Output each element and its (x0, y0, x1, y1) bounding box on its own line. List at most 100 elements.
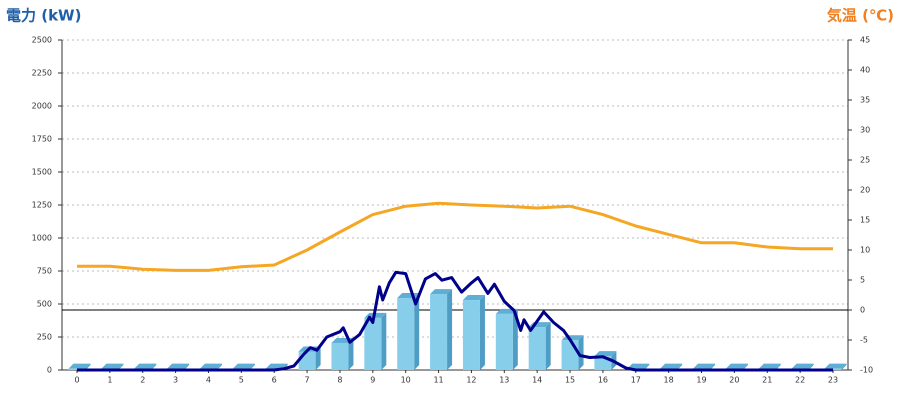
line (77, 201, 833, 272)
bar-side (447, 289, 453, 370)
y2-tick-label: 0 (860, 306, 865, 315)
bar-side (249, 363, 255, 370)
bar-top (791, 363, 814, 369)
bar-top (430, 289, 453, 295)
x-tick-label: 6 (272, 376, 277, 385)
bar-side (775, 363, 781, 370)
bar-side (578, 335, 584, 370)
x-tick-label: 8 (337, 376, 342, 385)
bar-side (644, 363, 650, 370)
y-tick-label: 1750 (32, 135, 52, 144)
bar-top (167, 363, 190, 369)
x-tick-label: 9 (370, 376, 375, 385)
y-tick-label: 2000 (32, 102, 52, 111)
x-tick-label: 22 (795, 376, 805, 385)
bar-side (381, 312, 387, 370)
x-tick-label: 18 (664, 376, 674, 385)
bar-top (824, 363, 847, 369)
x-tick-label: 10 (401, 376, 411, 385)
bar-top (134, 363, 157, 369)
x-tick-label: 0 (74, 376, 79, 385)
y2-tick-label: 15 (860, 216, 870, 225)
bar-side (348, 337, 354, 370)
y2-tick-label: 30 (860, 126, 870, 135)
bar-side (710, 363, 716, 370)
bar (298, 351, 316, 370)
bar-side (85, 363, 91, 370)
bar-side (808, 363, 814, 370)
x-tick-label: 23 (828, 376, 838, 385)
y2-tick-label: 40 (860, 66, 870, 75)
x-tick-label: 11 (433, 376, 443, 385)
x-tick-label: 5 (239, 376, 244, 385)
bar-top (594, 351, 617, 357)
y-axis-title: 電力 (kW) (6, 7, 81, 25)
bar-top (725, 363, 748, 369)
bar-side (545, 322, 551, 370)
x-tick-label: 3 (173, 376, 178, 385)
x-tick-label: 14 (532, 376, 542, 385)
y-tick-label: 0 (47, 366, 52, 375)
bar (495, 313, 513, 370)
bar (462, 300, 480, 370)
bar-top (265, 363, 288, 369)
x-tick-label: 15 (565, 376, 575, 385)
bar-side (315, 346, 321, 370)
bar-top (660, 363, 683, 369)
y-tick-label: 500 (37, 300, 52, 309)
bar (561, 340, 579, 370)
x-tick-label: 1 (107, 376, 112, 385)
y-tick-label: 250 (37, 333, 52, 342)
bar-top (693, 363, 716, 369)
x-tick-label: 19 (696, 376, 706, 385)
y2-tick-label: -5 (860, 336, 868, 345)
bar-side (118, 363, 124, 370)
y-tick-label: 2250 (32, 69, 52, 78)
y2-axis-title: 気温 (℃) (827, 7, 894, 25)
y2-tick-label: -10 (860, 366, 873, 375)
y-tick-label: 1000 (32, 234, 52, 243)
bar (397, 298, 415, 370)
x-tick-label: 7 (305, 376, 310, 385)
y-tick-label: 2500 (32, 36, 52, 45)
x-tick-label: 13 (499, 376, 509, 385)
x-tick-label: 20 (729, 376, 739, 385)
x-tick-label: 16 (598, 376, 608, 385)
bar-side (512, 308, 518, 370)
bar-top (199, 363, 222, 369)
bar-side (841, 363, 847, 370)
bar-top (101, 363, 124, 369)
y2-tick-label: 10 (860, 246, 870, 255)
x-tick-label: 21 (762, 376, 772, 385)
bar (364, 317, 382, 370)
bar-side (151, 363, 157, 370)
bar-side (414, 293, 420, 370)
bar (331, 342, 349, 370)
y2-tick-label: 5 (860, 276, 865, 285)
y-tick-label: 1250 (32, 201, 52, 210)
y-tick-label: 1500 (32, 168, 52, 177)
bar-side (184, 363, 190, 370)
bar-top (462, 295, 485, 301)
bar (430, 294, 448, 370)
bar-side (677, 363, 683, 370)
bar-side (742, 363, 748, 370)
bar-top (758, 363, 781, 369)
bar-top (627, 363, 650, 369)
x-tick-label: 12 (466, 376, 476, 385)
x-tick-label: 2 (140, 376, 145, 385)
y2-tick-label: 25 (860, 156, 870, 165)
x-tick-label: 4 (206, 376, 211, 385)
bar-top (68, 363, 91, 369)
bar-top (232, 363, 255, 369)
y2-tick-label: 20 (860, 186, 870, 195)
bar-side (479, 295, 485, 370)
x-tick-label: 17 (631, 376, 641, 385)
line (77, 270, 833, 372)
y-tick-label: 750 (37, 267, 52, 276)
bar-side (216, 363, 222, 370)
bar (528, 327, 546, 370)
y2-tick-label: 45 (860, 36, 870, 45)
y2-tick-label: 35 (860, 96, 870, 105)
